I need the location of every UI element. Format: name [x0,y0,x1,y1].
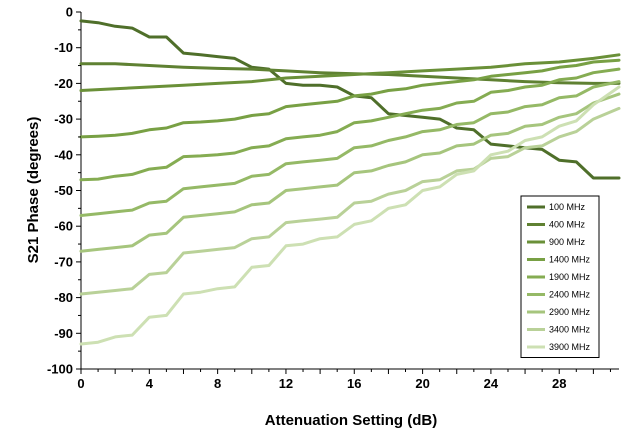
series-line-2400-mhz [79,80,621,217]
x-tick-label: 12 [279,376,293,391]
legend-label: 2400 MHz [549,290,591,300]
x-axis-title: Attenuation Setting (dB) [265,412,437,429]
x-tick-label: 28 [552,376,566,391]
legend-label: 900 MHz [549,237,586,247]
legend-label: 100 MHz [549,202,586,212]
y-tick-label: -70 [54,254,73,269]
y-tick-label: -60 [54,219,73,234]
legend-label: 3900 MHz [549,342,591,352]
series-line-100-mhz [79,19,621,180]
y-tick-label: -40 [54,147,73,162]
series-line-2900-mhz [79,92,621,253]
x-tick-label: 24 [484,376,499,391]
legend-label: 1900 MHz [549,272,591,282]
y-tick-label: -20 [54,76,73,91]
series-line-900-mhz [79,53,621,92]
series-line-1400-mhz [79,58,621,139]
legend: 100 MHz 400 MHz 900 MHz 1400 MHz 1900 MHz 240… [520,195,600,358]
y-tick-label: -50 [54,183,73,198]
x-tick-label: 16 [347,376,361,391]
legend-label: 1400 MHz [549,255,591,265]
x-axis-ticks: 0 4 8 12 16 20 24 28 [77,369,611,391]
series-line-1900-mhz [79,67,621,182]
y-axis-ticks: 0 -10 -20 -30 -40 -50 -60 -70 -80 -90 -100 [47,5,81,377]
x-tick-label: 4 [146,376,154,391]
legend-label: 2900 MHz [549,307,591,317]
x-tick-label: 0 [77,376,84,391]
series-layer [79,19,621,346]
legend-label: 3400 MHz [549,325,591,335]
y-axis-title: S21 Phase (degrees) [25,117,42,264]
y-tick-label: -90 [54,326,73,341]
series-line-3900-mhz [79,85,621,346]
x-tick-label: 8 [214,376,221,391]
y-tick-label: -100 [47,362,73,377]
x-tick-label: 20 [415,376,429,391]
y-tick-label: -80 [54,290,73,305]
y-tick-label: -10 [54,40,73,55]
y-tick-label: 0 [66,5,73,20]
legend-label: 400 MHz [549,220,586,230]
y-tick-label: -30 [54,112,73,127]
series-line-3400-mhz [79,106,621,296]
